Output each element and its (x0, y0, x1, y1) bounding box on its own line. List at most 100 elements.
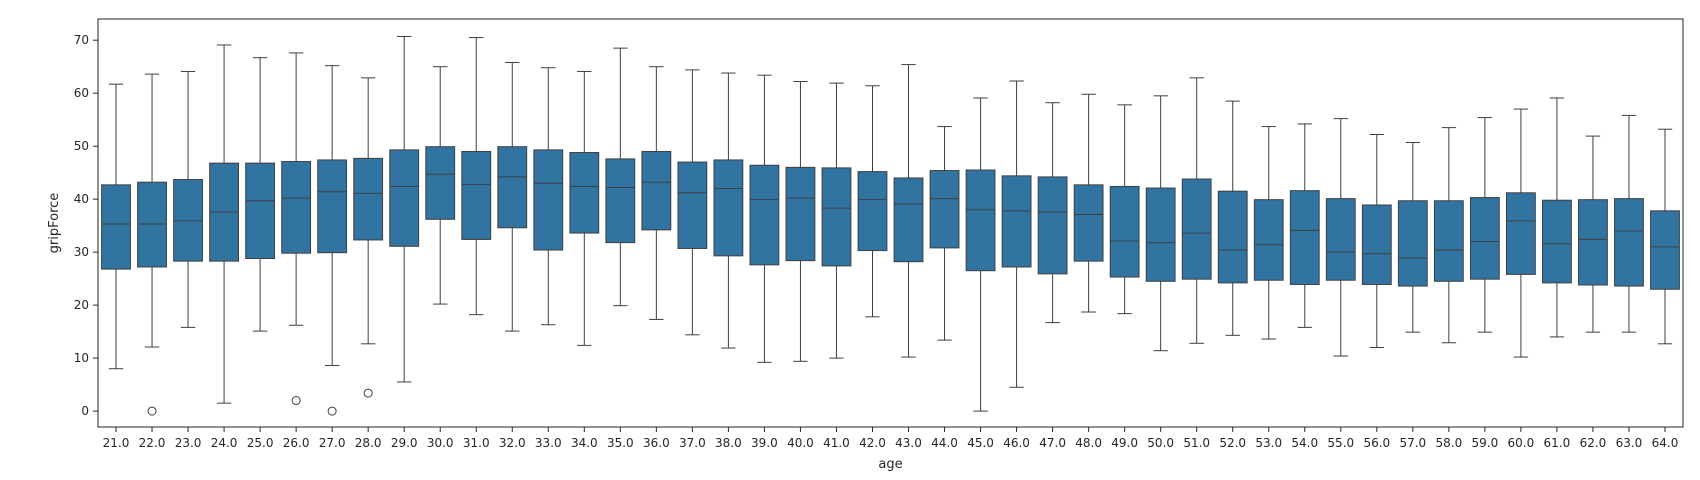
box-iqr (317, 159, 348, 254)
box-36.0 (641, 66, 672, 320)
box-34.0 (569, 70, 600, 346)
box-59.0 (1469, 117, 1500, 333)
box-iqr (1289, 190, 1320, 285)
box-iqr (1433, 200, 1464, 282)
x-tick-label: 25.0 (247, 436, 274, 450)
box-26.0 (281, 52, 312, 406)
x-tick-label: 21.0 (103, 436, 130, 450)
box-iqr (281, 161, 312, 254)
plot-frame (97, 18, 1684, 428)
box-iqr (137, 181, 167, 268)
box-iqr (677, 161, 708, 249)
x-tick-label: 53.0 (1255, 436, 1282, 450)
x-tick-label: 50.0 (1147, 436, 1174, 450)
box-41.0 (821, 82, 852, 359)
box-iqr (1650, 210, 1680, 290)
x-tick-label: 38.0 (715, 436, 742, 450)
box-42.0 (857, 85, 888, 318)
box-60.0 (1505, 108, 1536, 358)
x-tick-label: 42.0 (859, 436, 886, 450)
box-iqr (641, 150, 672, 231)
box-53.0 (1253, 126, 1284, 340)
x-tick-label: 37.0 (679, 436, 706, 450)
x-tick-label: 54.0 (1291, 436, 1318, 450)
box-iqr (893, 177, 924, 263)
x-tick-label: 62.0 (1580, 436, 1607, 450)
y-axis-label: gripForce (47, 193, 62, 254)
x-tick-label: 55.0 (1327, 436, 1354, 450)
y-tick-label: 30 (74, 245, 89, 259)
outlier-point (291, 396, 301, 406)
y-tick-label: 70 (74, 33, 89, 47)
x-tick-label: 43.0 (895, 436, 922, 450)
box-iqr (713, 159, 744, 257)
x-tick-label: 40.0 (787, 436, 814, 450)
x-tick-label: 30.0 (427, 436, 454, 450)
box-iqr (1001, 175, 1032, 268)
box-64.0 (1650, 128, 1680, 345)
box-56.0 (1361, 134, 1392, 349)
y-tick-label: 40 (74, 192, 89, 206)
x-tick-label: 34.0 (571, 436, 598, 450)
x-tick-label: 47.0 (1039, 436, 1066, 450)
box-51.0 (1181, 77, 1212, 344)
box-28.0 (353, 77, 384, 398)
box-49.0 (1109, 104, 1140, 315)
box-23.0 (173, 70, 203, 328)
x-tick-label: 58.0 (1435, 436, 1462, 450)
box-44.0 (929, 126, 960, 341)
box-iqr (749, 164, 780, 266)
box-46.0 (1001, 80, 1032, 388)
box-47.0 (1037, 102, 1068, 324)
box-iqr (1217, 190, 1248, 284)
box-iqr (857, 171, 888, 252)
box-55.0 (1325, 118, 1356, 357)
x-tick-label: 56.0 (1363, 436, 1390, 450)
box-22.0 (137, 73, 167, 416)
box-iqr (1325, 198, 1356, 281)
x-tick-label: 49.0 (1111, 436, 1138, 450)
box-61.0 (1542, 97, 1572, 338)
box-33.0 (533, 67, 564, 326)
x-tick-label: 52.0 (1219, 436, 1246, 450)
x-tick-label: 57.0 (1399, 436, 1426, 450)
box-iqr (173, 179, 203, 262)
x-tick-label: 22.0 (139, 436, 166, 450)
x-tick-label: 31.0 (463, 436, 490, 450)
box-48.0 (1073, 93, 1104, 313)
box-40.0 (785, 81, 816, 362)
y-axis: 0 10 20 30 40 50 60 70 (74, 33, 98, 418)
x-tick-label: 63.0 (1616, 436, 1643, 450)
x-tick-label: 44.0 (931, 436, 958, 450)
box-iqr (569, 152, 600, 234)
x-tick-label: 28.0 (355, 436, 382, 450)
y-tick-label: 10 (74, 351, 89, 365)
box-iqr (965, 169, 996, 272)
x-tick-label: 61.0 (1544, 436, 1571, 450)
x-tick-label: 33.0 (535, 436, 562, 450)
box-iqr (353, 157, 384, 241)
box-31.0 (461, 37, 492, 316)
x-tick-label: 26.0 (283, 436, 310, 450)
box-iqr (1469, 197, 1500, 280)
box-iqr (1037, 176, 1068, 275)
x-tick-label: 46.0 (1003, 436, 1030, 450)
x-tick-label: 51.0 (1183, 436, 1210, 450)
x-tick-label: 60.0 (1508, 436, 1535, 450)
x-tick-label: 64.0 (1652, 436, 1679, 450)
x-axis-label: age (878, 457, 902, 472)
x-tick-label: 23.0 (175, 436, 202, 450)
box-iqr (1505, 192, 1536, 275)
box-iqr (497, 146, 528, 229)
y-tick-label: 20 (74, 298, 89, 312)
x-tick-label: 27.0 (319, 436, 346, 450)
x-tick-label: 45.0 (967, 436, 994, 450)
box-32.0 (497, 61, 528, 332)
y-tick-label: 0 (81, 404, 89, 418)
box-63.0 (1614, 114, 1644, 333)
box-iqr (929, 170, 960, 249)
x-axis: 21.0 22.0 23.0 24.0 25.0 26.0 27.0 28.0 29.0 30.0… (103, 427, 1679, 450)
box-iqr (1073, 184, 1104, 262)
box-iqr (1614, 198, 1644, 287)
